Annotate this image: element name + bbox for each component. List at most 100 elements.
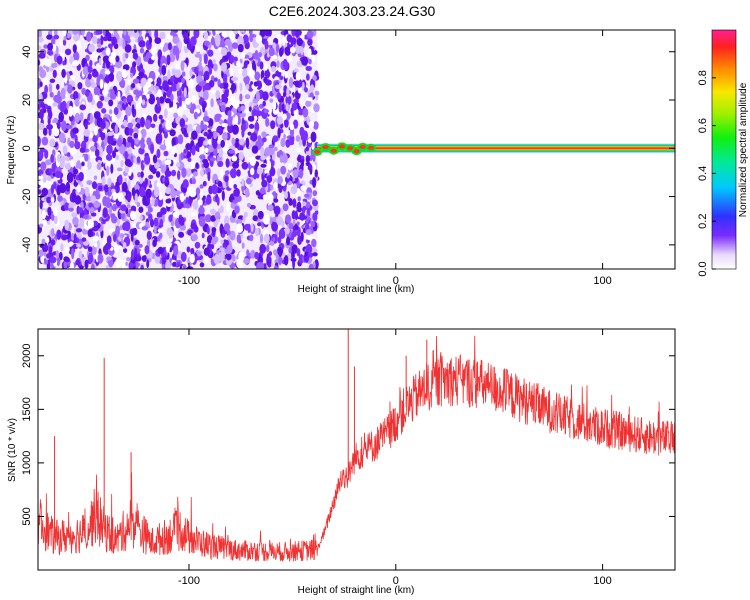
heatmap-cell (220, 139, 225, 148)
heatmap-cell (268, 251, 272, 256)
heatmap-cell (44, 84, 48, 94)
heatmap-cell (133, 132, 139, 139)
heatmap-cell (91, 226, 99, 232)
heatmap-cell (285, 214, 292, 224)
heatmap-cell (284, 44, 292, 56)
heatmap-cell (270, 120, 276, 130)
heatmap-cell (202, 180, 207, 187)
heatmap-cell (178, 231, 185, 238)
heatmap-cell (141, 99, 146, 106)
heatmap-cell (99, 120, 106, 130)
heatmap-cell (262, 91, 269, 101)
heatmap-cell (197, 199, 203, 206)
heatmap-cell (195, 84, 202, 93)
heatmap-cell (97, 43, 102, 48)
heatmap-cell (182, 179, 189, 189)
heatmap-cell (207, 243, 212, 249)
heatmap-cell (42, 173, 47, 184)
heatmap-cell (57, 153, 61, 163)
heatmap-cell (257, 222, 262, 227)
heatmap-cell (72, 216, 79, 226)
heatmap-cell (72, 127, 79, 134)
heatmap-cell (126, 57, 131, 65)
heatmap-cell (262, 214, 270, 225)
heatmap-cell (198, 216, 206, 227)
heatmap-cell (90, 195, 97, 204)
heatmap-cell (84, 186, 90, 197)
heatmap-cell (167, 69, 171, 81)
heatmap-cell (152, 239, 157, 247)
heatmap-cell (53, 215, 58, 225)
heatmap-cell (226, 244, 233, 254)
heatmap-cell (38, 150, 44, 160)
heatmap-cell (176, 162, 181, 168)
heatmap-cell (253, 81, 258, 87)
heatmap-cell (38, 59, 41, 66)
heatmap-cell (271, 65, 276, 72)
heatmap-cell (242, 214, 246, 223)
y-tick-label: 500 (21, 507, 33, 525)
colorbar-label: Normalized spectral amplitude (738, 82, 749, 217)
heatmap-cell (84, 122, 88, 131)
heatmap-cell (71, 232, 75, 241)
heatmap-cell (148, 206, 153, 213)
heatmap-cell (252, 173, 258, 179)
heatmap-cell (48, 30, 53, 35)
heatmap-cell (89, 59, 93, 67)
heatmap-cell (259, 233, 264, 244)
heatmap-cell (239, 146, 244, 151)
heatmap-cell (159, 31, 166, 40)
heatmap-cell (208, 80, 215, 88)
heatmap-cell (236, 60, 241, 68)
heatmap-cell (134, 239, 140, 246)
heatmap-cell (285, 141, 290, 147)
heatmap-cell (94, 149, 100, 157)
heatmap-cell (154, 161, 160, 169)
heatmap-cell (67, 84, 73, 94)
heatmap-cell (130, 205, 137, 213)
heatmap-cell (189, 69, 193, 78)
heatmap-cell (117, 192, 124, 202)
heatmap-cell (104, 184, 109, 193)
heatmap-cell (314, 169, 318, 178)
heatmap-cell (241, 178, 245, 187)
heatmap-cell (165, 198, 172, 204)
heatmap-cell (234, 205, 240, 214)
heatmap-cell (108, 55, 115, 63)
heatmap-cell (298, 201, 302, 212)
heatmap-cell (53, 127, 60, 137)
heatmap-cell (50, 197, 55, 203)
heatmap-cell (273, 182, 278, 190)
heatmap-cell (208, 138, 212, 145)
heatmap-cell (261, 131, 267, 138)
y-tick-label: 1000 (21, 451, 33, 475)
heatmap-cell (221, 190, 225, 201)
heatmap-cell (220, 104, 226, 112)
heatmap-cell (293, 119, 299, 129)
heatmap-cell (286, 236, 291, 246)
heatmap-cell (171, 169, 177, 177)
heatmap-cell (38, 36, 44, 43)
heatmap-cell (229, 67, 233, 77)
y-tick-label: 2000 (21, 344, 33, 368)
heatmap-cell (236, 258, 244, 269)
heatmap-cell (186, 246, 191, 253)
heatmap-cell (191, 234, 198, 242)
heatmap-cell (108, 72, 115, 82)
heatmap-cell (269, 98, 274, 103)
heatmap-cell (140, 116, 145, 128)
heatmap-cell (38, 175, 44, 180)
heatmap-cell (279, 75, 284, 80)
heatmap-cell (235, 218, 243, 225)
heatmap-cell (47, 51, 54, 55)
heatmap-cell (269, 217, 273, 224)
heatmap-cell (146, 137, 152, 146)
heatmap-cell (181, 104, 187, 110)
heatmap-cell (131, 83, 136, 89)
heatmap-cell (211, 184, 218, 195)
heatmap-cell (98, 185, 103, 192)
heatmap-cell (63, 256, 70, 262)
heatmap-cell (190, 36, 197, 46)
heatmap-cell (109, 93, 117, 100)
heatmap-cell (158, 123, 163, 134)
